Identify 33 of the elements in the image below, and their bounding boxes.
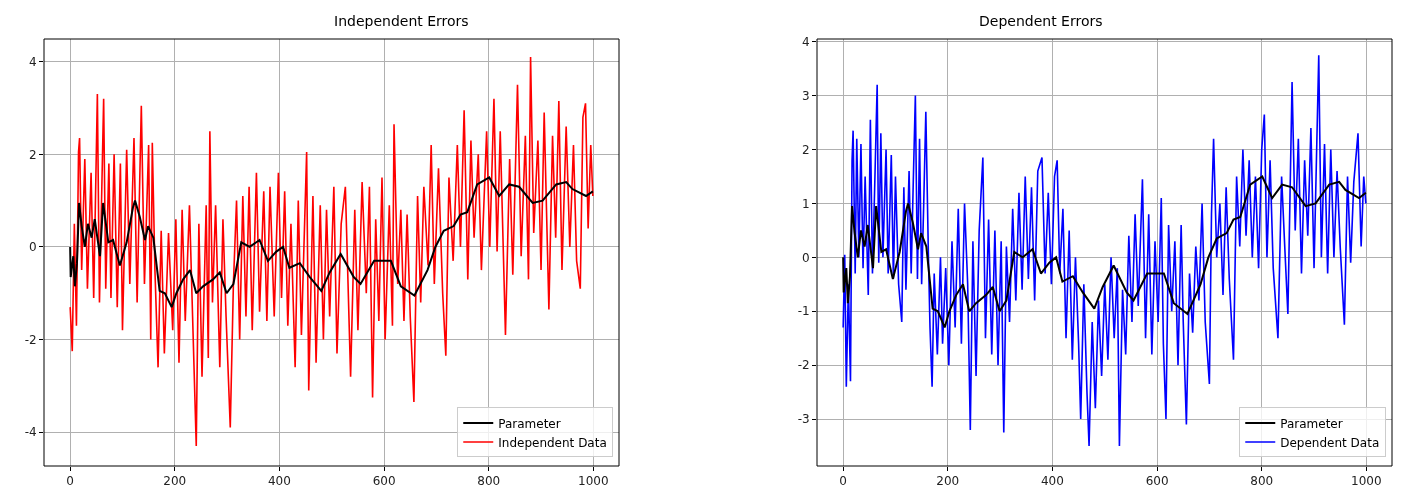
x-tick-label: 200 <box>163 474 187 489</box>
x-tick-label: 400 <box>1040 474 1064 489</box>
y-tick-label: 4 <box>801 34 810 49</box>
y-tick-label: 1 <box>801 196 810 211</box>
y-tick-label: 2 <box>801 142 810 157</box>
legend-label: Parameter <box>1280 416 1343 431</box>
x-tick-label: 800 <box>1250 474 1274 489</box>
y-tick-label: 0 <box>801 250 810 265</box>
x-tick-label: 600 <box>1145 474 1169 489</box>
y-tick-label: -4 <box>24 425 37 440</box>
x-tick-label: 0 <box>66 474 74 489</box>
y-tick-label: 0 <box>28 240 37 255</box>
y-tick-label: -2 <box>24 332 37 347</box>
x-tick-label: 400 <box>267 474 291 489</box>
x-tick-label: 600 <box>372 474 396 489</box>
y-tick-label: -3 <box>797 412 810 427</box>
x-tick-label: 0 <box>839 474 847 489</box>
y-tick-label: -1 <box>797 304 810 319</box>
line-series <box>69 176 594 309</box>
x-tick-label: 200 <box>936 474 960 489</box>
y-tick-label: 3 <box>801 88 810 103</box>
legend-label: Independent Data <box>498 435 607 450</box>
line-series <box>842 175 1367 329</box>
chart-title: Independent Errors <box>334 13 469 29</box>
y-tick-label: 4 <box>28 54 37 69</box>
x-tick-label: 1000 <box>578 474 609 489</box>
y-tick-label: 2 <box>28 147 37 162</box>
legend-label: Parameter <box>498 416 561 431</box>
x-tick-label: 1000 <box>1351 474 1382 489</box>
y-tick-label: -2 <box>797 358 810 373</box>
legend-label: Dependent Data <box>1280 435 1380 450</box>
chart-title: Dependent Errors <box>979 13 1103 29</box>
x-tick-label: 800 <box>477 474 501 489</box>
